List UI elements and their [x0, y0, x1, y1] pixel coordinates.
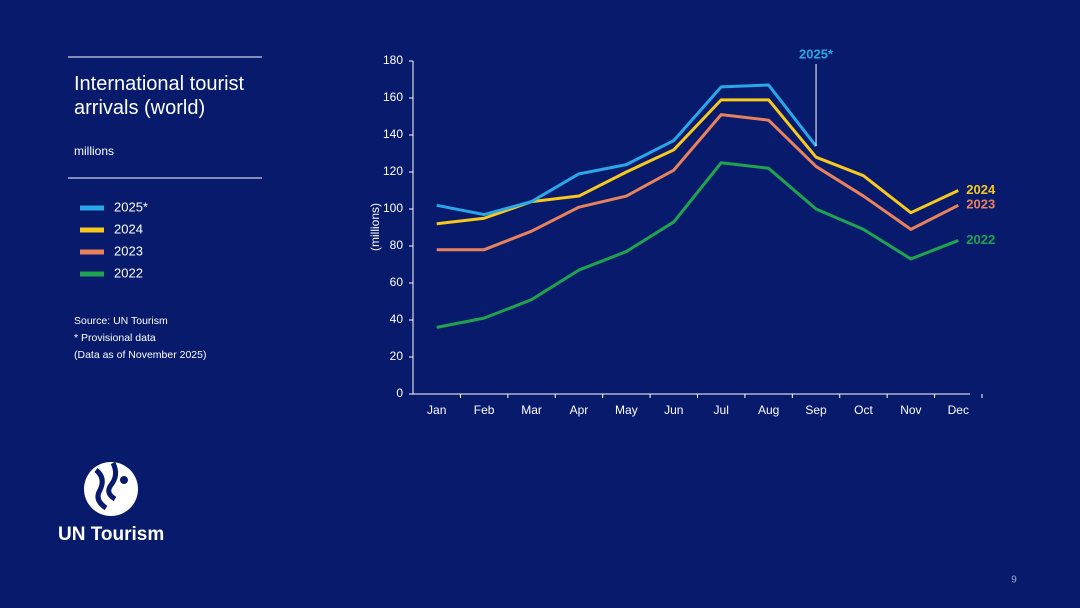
logo [84, 461, 138, 516]
x-tick-label: Feb [474, 403, 495, 417]
y-tick-label: 160 [383, 90, 403, 104]
annotation: 2025* [799, 46, 834, 61]
x-tick-label: Oct [854, 403, 873, 417]
y-tick-label: 20 [390, 349, 404, 363]
end-label: 2024 [966, 182, 996, 197]
y-tick-label: 100 [383, 201, 403, 215]
y-tick-label: 120 [383, 164, 403, 178]
legend-label: 2023 [114, 243, 143, 258]
x-tick-label: Apr [570, 403, 589, 417]
y-tick-label: 80 [390, 238, 404, 252]
x-tick-label: Mar [521, 403, 542, 417]
note: (Data as of November 2025) [74, 349, 207, 361]
note: Source: UN Tourism [74, 315, 168, 327]
end-label: 2023 [966, 197, 995, 212]
x-tick-label: Aug [758, 403, 779, 417]
y-tick-label: 0 [396, 386, 403, 400]
page-number: 9 [1011, 575, 1017, 586]
x-tick-label: Sep [805, 403, 827, 417]
y-tick-label: 140 [383, 127, 403, 141]
x-tick-label: Dec [948, 403, 969, 417]
legend-label: 2024 [114, 221, 143, 236]
y-axis-label: (millions) [368, 203, 382, 251]
end-label: 2022 [966, 232, 995, 247]
x-tick-label: May [615, 403, 638, 417]
y-tick-label: 40 [390, 312, 404, 326]
note: * Provisional data [74, 332, 156, 344]
title: International tourist arrivals (world) [74, 73, 245, 119]
logo-text: UN Tourism [58, 524, 164, 545]
x-tick-label: Nov [900, 403, 921, 417]
x-tick-label: Jun [664, 403, 683, 417]
x-tick-label: Jul [714, 403, 729, 417]
notes: Source: UN Tourism * Provisional data (Dat… [74, 313, 206, 364]
legend-label: 2022 [114, 265, 143, 280]
legend-label: 2025* [114, 199, 148, 214]
x-tick-label: Jan [427, 403, 446, 417]
y-tick-label: 60 [390, 275, 404, 289]
series-line [436, 161, 959, 329]
subtitle: millions [74, 144, 115, 158]
series-line [436, 113, 959, 252]
y-tick-label: 180 [383, 53, 403, 67]
series-line [436, 83, 818, 217]
